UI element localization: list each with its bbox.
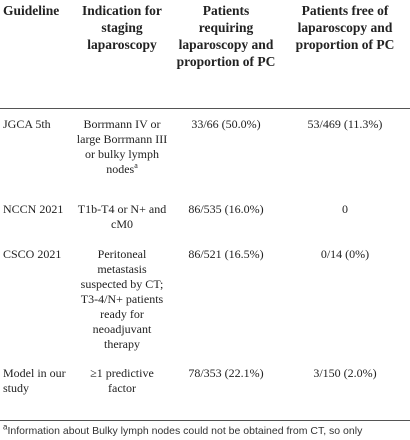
table-cell: 3/150 (2.0%) xyxy=(280,358,410,421)
table-cell: 53/469 (11.3%) xyxy=(307,116,383,131)
footnote: aInformation about Bulky lymph nodes cou… xyxy=(0,421,410,440)
table-cell: 86/521 (16.5%) xyxy=(188,247,264,261)
table-row: JGCA 5th Borrmann IV or large Borrmann II… xyxy=(0,108,410,194)
column-header: Patients requiring laparoscopy and propo… xyxy=(172,0,280,109)
table-row: NCCN 2021 T1b-T4 or N+ and cM0 86/535 (16.… xyxy=(0,194,410,239)
table-cell: Model in our study xyxy=(0,358,72,421)
table-cell: Peritoneal metastasis suspected by CT; T… xyxy=(80,247,164,351)
table-cell: 86/535 (16.0%) xyxy=(188,202,264,216)
table-body: JGCA 5th Borrmann IV or large Borrmann II… xyxy=(0,108,410,421)
table-cell: 33/66 (50.0%) xyxy=(191,116,261,131)
table-cell: ≥1 predictive factor xyxy=(72,358,172,421)
table-cell: NCCN 2021 xyxy=(3,202,64,216)
cell-note-mark: a xyxy=(134,160,138,170)
table-cell: 0 xyxy=(342,202,348,216)
footnote-text: Information about Bulky lymph nodes coul… xyxy=(3,424,363,440)
column-header: Patients free of laparoscopy and proport… xyxy=(280,0,410,109)
column-header: Indication for staging laparoscopy xyxy=(72,0,172,109)
cell-text: Borrmann IV or large Borrmann III or bul… xyxy=(76,116,168,176)
table-cell: CSCO 2021 xyxy=(3,247,62,261)
table-cell: JGCA 5th xyxy=(3,116,51,131)
footnote-mark: a xyxy=(3,422,8,431)
table-row: Model in our study ≥1 predictive factor 78… xyxy=(0,358,410,421)
table-cell: T1b-T4 or N+ and cM0 xyxy=(77,202,167,231)
column-header: Guideline xyxy=(0,0,72,109)
table-cell: Borrmann IV or large Borrmann III or bul… xyxy=(72,108,172,194)
table-row: CSCO 2021 Peritoneal metastasis suspected… xyxy=(0,239,410,358)
table-cell: 78/353 (22.1%) xyxy=(172,358,280,421)
data-table: Guideline Indication for staging laparos… xyxy=(0,0,410,421)
table-cell: 0/14 (0%) xyxy=(320,247,370,261)
header-row: Guideline Indication for staging laparos… xyxy=(0,0,410,109)
